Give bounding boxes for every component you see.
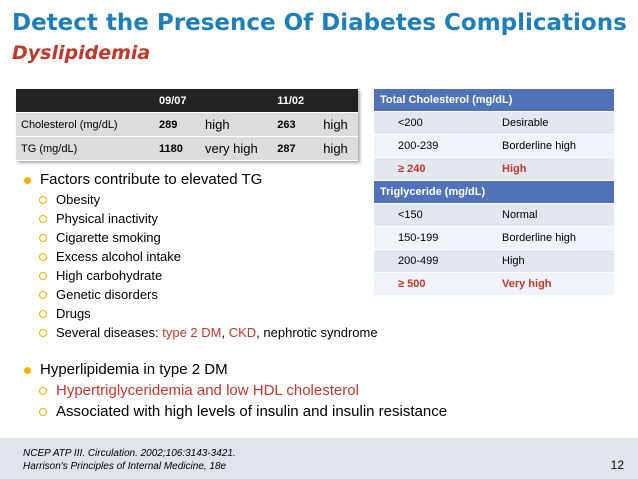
bullet-tg-factors: Factors contribute to elevated TG [24, 170, 624, 190]
diseases-prefix: Several diseases: [56, 325, 163, 340]
table-row: 200-239 Borderline high [374, 134, 614, 158]
table-row: ≥ 500 Very high [374, 272, 614, 296]
list-item-diseases: Several diseases: type 2 DM, CKD, nephro… [24, 323, 624, 342]
range-cell: 200-499 [374, 249, 478, 273]
patient-table-header: 09/07 11/02 [16, 89, 358, 113]
cholesterol-header: Total Cholesterol (mg/dL) [374, 89, 614, 112]
list-item: Physical inactivity [24, 209, 624, 228]
circle-bullet-icon [39, 387, 47, 395]
list-item: Drugs [24, 304, 624, 323]
disease-t2dm: type 2 DM [162, 325, 222, 340]
value-cell: 1180 [154, 136, 200, 161]
footer-bar [0, 438, 638, 479]
page-number: 12 [610, 458, 624, 472]
list-item-text: Associated with high levels of insulin a… [56, 403, 448, 420]
table-row: ≥ 240 High [374, 157, 614, 181]
table-row: Cholesterol (mg/dL) 289 high 263 high [16, 112, 358, 137]
circle-bullet-icon [39, 329, 47, 337]
list-item-text: Obesity [56, 192, 101, 207]
list-item: Obesity [24, 190, 624, 209]
row-label: TG (mg/dL) [16, 136, 154, 161]
table-row: <150 Normal [374, 203, 614, 227]
table-row: 200-499 High [374, 249, 614, 273]
header-date-1: 09/07 [154, 89, 273, 113]
row-label: Cholesterol (mg/dL) [16, 112, 154, 137]
value-cell: 287 [272, 136, 319, 161]
circle-bullet-icon [39, 253, 47, 261]
disease-separator: , [221, 325, 229, 340]
value-cell: 289 [154, 112, 200, 137]
circle-bullet-icon [39, 215, 47, 223]
range-cell: ≥ 500 [374, 272, 478, 296]
list-item-text: Genetic disorders [56, 287, 158, 302]
value-cell: 263 [272, 112, 319, 137]
bullet-dot-icon [24, 367, 31, 374]
header-date-2: 11/02 [272, 89, 358, 113]
circle-bullet-icon [39, 291, 47, 299]
bullet-text: Hyperlipidemia in type 2 DM [40, 361, 228, 378]
category-cell: Borderline high [478, 134, 614, 158]
level-cell: high [318, 112, 358, 137]
level-cell: very high [200, 136, 273, 161]
bullet-dot-icon [24, 177, 31, 184]
slide-title: Detect the Presence Of Diabetes Complica… [12, 10, 627, 36]
circle-bullet-icon [39, 234, 47, 242]
cholesterol-header-row: Total Cholesterol (mg/dL) [374, 89, 614, 112]
patient-lab-table: 09/07 11/02 Cholesterol (mg/dL) 289 high… [16, 89, 358, 161]
triglyceride-header: Triglyceride (mg/dL) [374, 180, 614, 204]
level-cell: high [318, 136, 358, 161]
list-item: High carbohydrate [24, 266, 624, 285]
header-cell [16, 89, 154, 113]
reference-ranges-table: Total Cholesterol (mg/dL) <200 Desirable… [374, 89, 614, 296]
circle-bullet-icon [39, 310, 47, 318]
level-cell: high [200, 112, 273, 137]
list-item-text: Drugs [56, 306, 91, 321]
range-cell: <150 [374, 203, 478, 227]
list-item: Excess alcohol intake [24, 247, 624, 266]
list-item-text: Physical inactivity [56, 211, 158, 226]
list-item: Cigarette smoking [24, 228, 624, 247]
list-item: Genetic disorders [24, 285, 624, 304]
category-cell: Very high [478, 272, 614, 296]
table-row: <200 Desirable [374, 111, 614, 135]
reference-2: Harrison's Principles of Internal Medici… [23, 461, 227, 472]
category-cell: High [478, 249, 614, 273]
list-item-text: High carbohydrate [56, 268, 163, 283]
category-cell: High [478, 157, 614, 181]
diseases-suffix: , nephrotic syndrome [256, 325, 378, 340]
list-item: Associated with high levels of insulin a… [24, 401, 624, 422]
range-cell: ≥ 240 [374, 157, 478, 181]
disease-ckd: CKD [228, 325, 257, 340]
category-cell: Desirable [478, 111, 614, 135]
circle-bullet-icon [39, 272, 47, 280]
category-cell: Borderline high [478, 226, 614, 250]
triglyceride-header-row: Triglyceride (mg/dL) [374, 180, 614, 204]
circle-bullet-icon [39, 196, 47, 204]
range-cell: 200-239 [374, 134, 478, 158]
table-row: TG (mg/dL) 1180 very high 287 high [16, 136, 358, 161]
circle-bullet-icon [39, 408, 47, 416]
bullet-hyperlipidemia: Hyperlipidemia in type 2 DM [24, 360, 624, 380]
bullet-list: Factors contribute to elevated TG Obesit… [24, 170, 624, 422]
list-item-text: Hypertriglyceridemia and low HDL cholest… [56, 382, 359, 399]
range-cell: <200 [374, 111, 478, 135]
list-item-text: Excess alcohol intake [56, 249, 182, 264]
category-cell: Normal [478, 203, 614, 227]
bullet-text: Factors contribute to elevated TG [40, 171, 263, 188]
range-cell: 150-199 [374, 226, 478, 250]
list-item-text: Cigarette smoking [56, 230, 161, 245]
list-item: Hypertriglyceridemia and low HDL cholest… [24, 380, 624, 401]
table-row: 150-199 Borderline high [374, 226, 614, 250]
slide-subtitle: Dyslipidemia [12, 42, 151, 64]
reference-1: NCEP ATP III. Circulation. 2002;106:3143… [23, 448, 236, 459]
